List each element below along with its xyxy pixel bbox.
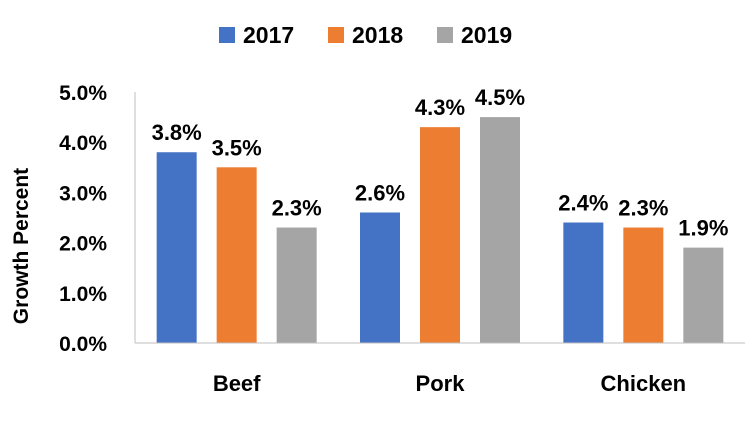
data-label: 2.6% (355, 180, 405, 205)
y-tick-label: 2.0% (59, 233, 107, 256)
data-labels: 3.8% 3.5% 2.3% 2.6% 4.3% 4.5% 2.4% 2.3% 1.9% (152, 85, 729, 241)
data-label: 2.3% (618, 196, 668, 221)
data-label: 3.5% (212, 135, 262, 160)
legend: 2017 2018 2019 (219, 22, 512, 48)
bar (156, 152, 197, 343)
bar (276, 227, 317, 343)
x-category-label: Pork (416, 371, 466, 396)
legend-swatch (328, 27, 344, 43)
legend-swatch (437, 27, 453, 43)
legend-label: 2019 (461, 22, 512, 48)
data-label: 4.3% (415, 95, 465, 120)
bar (623, 227, 664, 343)
bar (360, 212, 400, 343)
bar (216, 167, 257, 343)
legend-swatch (219, 27, 235, 43)
legend-label: 2018 (352, 22, 403, 48)
legend-label: 2017 (243, 22, 294, 48)
data-label: 3.8% (152, 120, 202, 145)
data-label: 2.3% (272, 196, 322, 221)
bars (156, 117, 724, 343)
bar (683, 247, 724, 343)
y-tick-label: 4.0% (59, 132, 107, 155)
data-label: 4.5% (475, 85, 525, 110)
x-category-label: Chicken (601, 371, 687, 396)
bar (480, 117, 520, 343)
bar (420, 127, 460, 343)
bar (563, 222, 604, 343)
y-axis: 0.0% 1.0% 2.0% 3.0% 4.0% 5.0% (59, 82, 136, 356)
y-tick-label: 0.0% (59, 333, 107, 356)
y-tick-label: 3.0% (59, 182, 107, 205)
data-label: 1.9% (678, 216, 728, 241)
x-axis: Beef Pork Chicken (135, 342, 745, 396)
data-label: 2.4% (558, 191, 608, 216)
y-axis-title: Growth Percent (10, 168, 33, 324)
x-category-label: Beef (213, 371, 261, 396)
y-tick-label: 5.0% (59, 82, 107, 105)
y-tick-label: 1.0% (59, 283, 107, 306)
